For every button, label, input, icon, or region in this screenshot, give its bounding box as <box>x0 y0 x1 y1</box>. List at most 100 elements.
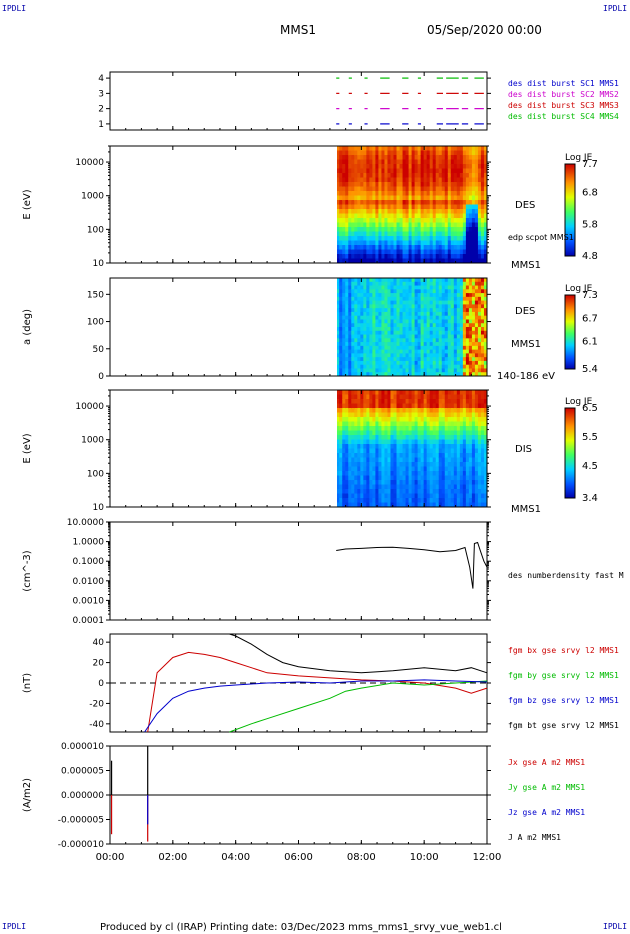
des_pitch-cell <box>477 296 482 302</box>
dis_energy-cell <box>411 399 416 405</box>
dis_energy-cell <box>393 430 398 436</box>
des_pitch-cell <box>441 330 446 336</box>
des_energy-cell <box>426 155 431 161</box>
dis_energy-cell <box>396 390 401 396</box>
dis_energy-cell <box>384 498 389 504</box>
des_pitch-cell <box>480 278 485 283</box>
dis_energy-cell <box>456 408 461 414</box>
burst-legend-entry: des dist burst SC4 MMS4 <box>508 112 619 121</box>
dis_energy-cell <box>411 439 416 445</box>
dis_energy-cell <box>390 466 395 472</box>
des_energy-cell <box>357 209 361 215</box>
des_energy-cell <box>381 254 386 260</box>
des_pitch-cell <box>468 357 473 362</box>
des_pitch-cell <box>447 372 452 376</box>
dis_energy-cell <box>423 439 428 445</box>
des_pitch-cell <box>390 278 395 283</box>
des_energy-cell <box>450 240 455 246</box>
des_pitch-cell <box>435 353 440 358</box>
dis_energy-cell <box>450 408 455 414</box>
dis_energy-cell <box>399 403 404 409</box>
des_pitch-cell <box>471 315 476 321</box>
des_pitch-cell <box>432 342 437 347</box>
des_energy-cell <box>357 186 361 192</box>
dis_energy-cell <box>468 390 473 396</box>
dis_energy-cell <box>339 430 343 436</box>
dis_energy-cell <box>339 453 343 459</box>
dis_energy-cell <box>477 462 482 468</box>
des_pitch-cell <box>384 360 389 366</box>
des_energy-cell <box>354 227 358 233</box>
des_energy-cell <box>381 236 386 242</box>
dis_energy-cell <box>354 502 358 507</box>
des_energy-cell <box>393 155 398 161</box>
des_energy-cell <box>465 254 470 260</box>
des_energy-cell <box>483 258 487 263</box>
dis_energy-cell <box>420 408 425 414</box>
des_pitch-cell <box>420 353 425 358</box>
des_pitch-cell <box>477 368 482 373</box>
dis_energy-cell <box>429 466 434 472</box>
des_energy-cell <box>417 254 422 260</box>
dis_energy-cell <box>447 399 452 405</box>
dis_energy-cell <box>360 493 364 499</box>
des_pitch-cell <box>474 289 479 294</box>
des_energy-cell <box>387 200 392 206</box>
des_energy-cell <box>450 159 455 165</box>
des_pitch-cell <box>465 281 470 287</box>
dis_energy-ytick-label: 100 <box>87 469 104 479</box>
des_pitch-cell <box>357 338 361 343</box>
dis_energy-cell <box>432 462 437 468</box>
dis_energy-cell <box>381 471 386 477</box>
dis_energy-cell <box>405 421 410 427</box>
dis_energy-cell <box>429 462 434 468</box>
des_pitch-cell <box>378 304 383 309</box>
des_energy-cell <box>378 209 383 215</box>
dis_energy-cell <box>471 417 476 423</box>
dis_energy-cell <box>477 430 482 436</box>
des_energy-cell <box>378 164 383 170</box>
des_energy-cell <box>393 195 398 201</box>
des_energy-cell <box>378 258 383 263</box>
des_energy-cell <box>396 204 401 210</box>
des_energy-cell <box>402 164 407 170</box>
des_pitch-cell <box>354 296 358 302</box>
des_pitch-cell <box>339 304 343 309</box>
des_pitch-cell <box>459 285 464 290</box>
des_energy-cell <box>375 177 380 183</box>
des_energy-cell <box>423 182 428 188</box>
des_energy-cell <box>405 240 410 246</box>
dis_energy-cell <box>360 457 364 463</box>
dis_energy-cell <box>351 484 355 490</box>
dis_energy-cell <box>408 475 413 481</box>
des_energy-cell <box>444 218 449 224</box>
des_energy-cell <box>387 146 392 152</box>
des_pitch-cell <box>381 353 386 358</box>
des_energy-cell <box>375 182 380 188</box>
des_pitch-cell <box>402 345 407 351</box>
des_pitch-cell <box>459 319 464 324</box>
dis_energy-cell <box>408 417 413 423</box>
dis_energy-cell <box>417 489 422 495</box>
dis_energy-cell <box>408 457 413 463</box>
des_energy-cell <box>408 258 413 263</box>
des_energy-cell <box>480 245 485 251</box>
des_energy-cell <box>375 195 380 201</box>
des_energy-cell <box>465 177 470 183</box>
des_energy-cell <box>354 258 358 263</box>
des_pitch-cell <box>459 323 464 328</box>
des_pitch-cell <box>435 278 440 283</box>
des_energy-cell <box>381 191 386 197</box>
dis_energy-cell <box>468 502 473 507</box>
des_pitch-cell <box>426 357 431 362</box>
des_pitch-cell <box>432 353 437 358</box>
des_energy-cell <box>441 177 446 183</box>
des_energy-cell <box>465 222 470 228</box>
des_energy-cell <box>447 186 452 192</box>
des_energy-cell <box>381 231 386 237</box>
fgm-legend-entry: fgm bx gse srvy l2 MMS1 <box>508 646 619 655</box>
des_energy-cell <box>337 245 340 251</box>
des_pitch-cell <box>357 372 361 376</box>
dis_energy-cell <box>360 390 364 396</box>
dis_energy-cell <box>369 435 373 441</box>
